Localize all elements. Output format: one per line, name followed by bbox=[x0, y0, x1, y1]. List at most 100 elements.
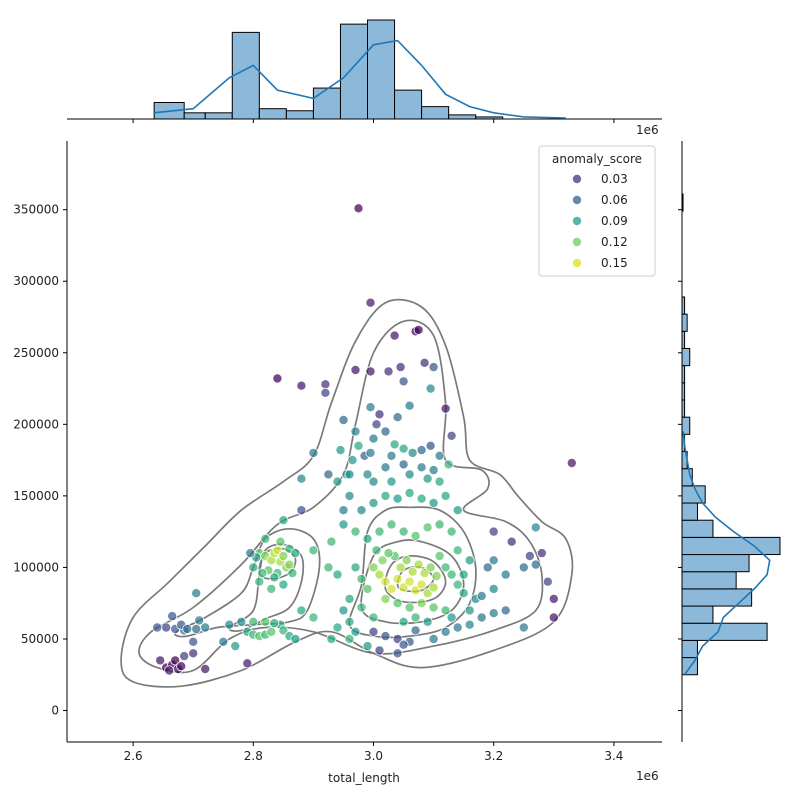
scatter-point bbox=[365, 297, 376, 308]
scatter-point bbox=[200, 622, 211, 633]
scatter-point bbox=[344, 469, 355, 480]
scatter-point bbox=[488, 583, 499, 594]
scatter-point bbox=[272, 373, 283, 384]
scatter-point bbox=[338, 605, 349, 616]
top-histogram-bar bbox=[231, 31, 260, 120]
scatter-point bbox=[380, 593, 391, 604]
scatter-point bbox=[413, 559, 424, 570]
scatter-point bbox=[362, 583, 373, 594]
scatter-point bbox=[245, 548, 256, 559]
x-tick-label: 3.4 bbox=[604, 749, 623, 763]
scatter-point bbox=[362, 469, 373, 480]
legend-title: anomaly_score bbox=[552, 152, 642, 166]
scatter-point bbox=[296, 505, 307, 516]
scatter-point bbox=[398, 376, 409, 387]
scatter-point bbox=[428, 582, 439, 593]
scatter-point bbox=[230, 641, 241, 652]
scatter-point bbox=[350, 526, 361, 537]
scatter-point bbox=[530, 522, 541, 533]
scatter-point bbox=[401, 555, 412, 566]
top-histogram-bar bbox=[448, 114, 477, 120]
scatter-point bbox=[353, 440, 364, 451]
scatter-point bbox=[350, 562, 361, 573]
legend-label: 0.15 bbox=[601, 256, 628, 270]
y-tick-label: 300000 bbox=[13, 274, 59, 288]
scatter-point bbox=[446, 569, 457, 580]
legend-marker bbox=[572, 236, 583, 247]
scatter-point bbox=[164, 665, 175, 676]
scatter-point bbox=[161, 622, 172, 633]
scatter-point bbox=[272, 545, 283, 556]
scatter-point bbox=[422, 473, 433, 484]
scatter-point bbox=[431, 571, 442, 582]
scatter-point bbox=[395, 562, 406, 573]
scatter-point bbox=[332, 569, 343, 580]
scatter-point bbox=[410, 612, 421, 623]
scatter-point bbox=[386, 476, 397, 487]
scatter-point bbox=[374, 645, 385, 656]
scatter-point bbox=[398, 639, 409, 650]
scatter-point bbox=[416, 493, 427, 504]
scatter-point bbox=[179, 651, 190, 662]
scatter-point bbox=[389, 439, 400, 450]
scatter-point bbox=[425, 383, 436, 394]
scatter-point bbox=[290, 548, 301, 559]
scatter-point bbox=[416, 445, 427, 456]
scatter-point bbox=[440, 490, 451, 501]
scatter-point bbox=[326, 536, 337, 547]
right-histogram-bar bbox=[681, 571, 737, 590]
scatter-point bbox=[224, 619, 235, 630]
right-histogram-bar bbox=[681, 639, 698, 659]
scatter-point bbox=[374, 526, 385, 537]
x-tick-label: 2.8 bbox=[244, 749, 263, 763]
scatter-point bbox=[380, 576, 391, 587]
scatter-point bbox=[368, 433, 379, 444]
scatter-point bbox=[296, 380, 307, 391]
scatter-point bbox=[404, 487, 415, 498]
scatter-point bbox=[350, 364, 361, 375]
top-histogram-bar bbox=[421, 106, 450, 120]
scatter-point bbox=[383, 548, 394, 559]
scatter-point bbox=[338, 505, 349, 516]
top-histogram-bar bbox=[475, 116, 504, 120]
scatter-point bbox=[425, 440, 436, 451]
scatter-points bbox=[152, 203, 577, 676]
scatter-point bbox=[452, 622, 463, 633]
scatter-point bbox=[422, 616, 433, 627]
scatter-point bbox=[548, 612, 559, 623]
scatter-point bbox=[275, 536, 286, 547]
scatter-point bbox=[176, 661, 187, 672]
scatter-point bbox=[392, 634, 403, 645]
scatter-point bbox=[284, 559, 295, 570]
scatter-point bbox=[320, 387, 331, 398]
scatter-point bbox=[428, 634, 439, 645]
scatter-point bbox=[344, 593, 355, 604]
scatter-point bbox=[434, 476, 445, 487]
scatter-point bbox=[404, 576, 415, 587]
scatter-point bbox=[218, 636, 229, 647]
scatter-point bbox=[350, 626, 361, 637]
right-histogram-bar bbox=[681, 554, 750, 573]
scatter-point bbox=[308, 612, 319, 623]
scatter-point bbox=[386, 583, 397, 594]
scatter-point bbox=[167, 611, 178, 622]
scatter-point bbox=[380, 631, 391, 642]
scatter-point bbox=[344, 490, 355, 501]
kde-contour-0 bbox=[174, 527, 321, 638]
scatter-point bbox=[236, 616, 247, 627]
right-histogram-bar bbox=[681, 502, 698, 521]
scatter-point bbox=[260, 616, 271, 627]
scatter-point bbox=[422, 588, 433, 599]
scatter-point bbox=[500, 569, 511, 580]
x-tick-label: 3.2 bbox=[484, 749, 503, 763]
scatter-point bbox=[398, 526, 409, 537]
scatter-point bbox=[365, 447, 376, 458]
scatter-point bbox=[386, 519, 397, 530]
scatter-point bbox=[362, 533, 373, 544]
top-histogram-bar bbox=[394, 89, 423, 120]
scatter-point bbox=[392, 573, 403, 584]
scatter-point bbox=[308, 447, 319, 458]
scatter-point bbox=[191, 588, 202, 599]
scatter-point bbox=[170, 655, 181, 666]
scatter-point bbox=[152, 622, 163, 633]
